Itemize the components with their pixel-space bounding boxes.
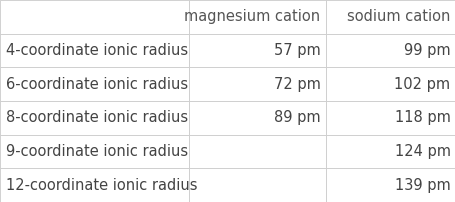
Text: sodium cation: sodium cation (346, 9, 450, 24)
Text: 6-coordinate ionic radius: 6-coordinate ionic radius (6, 77, 187, 92)
Text: 124 pm: 124 pm (394, 144, 450, 159)
Text: 99 pm: 99 pm (403, 43, 450, 58)
Text: 118 pm: 118 pm (394, 110, 450, 125)
Text: 57 pm: 57 pm (273, 43, 320, 58)
Text: 72 pm: 72 pm (273, 77, 320, 92)
Bar (189, 135, 325, 168)
Text: magnesium cation: magnesium cation (184, 9, 320, 24)
Bar (325, 67, 455, 101)
Bar (325, 135, 455, 168)
Bar (0, 0, 189, 34)
Bar (189, 168, 325, 202)
Bar (0, 168, 189, 202)
Text: 4-coordinate ionic radius: 4-coordinate ionic radius (6, 43, 187, 58)
Text: 102 pm: 102 pm (394, 77, 450, 92)
Text: 89 pm: 89 pm (273, 110, 320, 125)
Text: 12-coordinate ionic radius: 12-coordinate ionic radius (6, 178, 197, 193)
Bar (189, 34, 325, 67)
Bar (325, 0, 455, 34)
Bar (189, 0, 325, 34)
Text: 139 pm: 139 pm (394, 178, 450, 193)
Bar (189, 101, 325, 135)
Bar (0, 101, 189, 135)
Bar (0, 34, 189, 67)
Bar (0, 67, 189, 101)
Bar (0, 135, 189, 168)
Bar (325, 101, 455, 135)
Bar (325, 34, 455, 67)
Text: 8-coordinate ionic radius: 8-coordinate ionic radius (6, 110, 187, 125)
Bar (325, 168, 455, 202)
Bar (189, 67, 325, 101)
Text: 9-coordinate ionic radius: 9-coordinate ionic radius (6, 144, 187, 159)
